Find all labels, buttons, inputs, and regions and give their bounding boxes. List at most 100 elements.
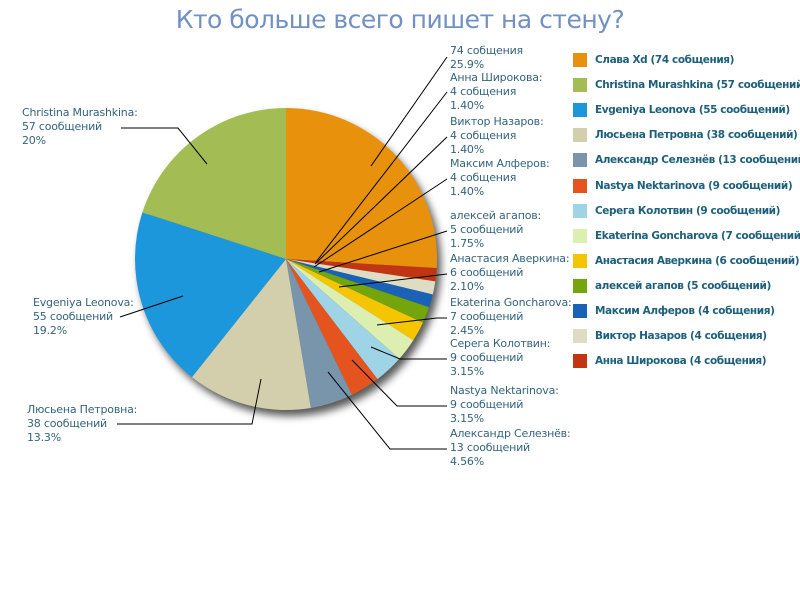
callout-label: Ekaterina Goncharova: 7 сообщений 2.45%	[450, 296, 572, 338]
legend-label: Александр Селезнёв (13 сообщений)	[595, 154, 800, 167]
callout-line: 74 собщения	[450, 44, 523, 57]
legend-label: Виктор Назаров (4 собщения)	[595, 330, 767, 343]
connector-line	[119, 295, 184, 318]
legend-item: Christina Murashkina (57 сообщений)	[573, 77, 800, 93]
legend-swatch-icon	[573, 53, 587, 67]
pie-slice-7	[286, 259, 400, 380]
callout-line: 25.9%	[450, 58, 484, 71]
legend-swatch-icon	[573, 253, 587, 268]
pie-slice-3	[135, 212, 286, 378]
callout-line: 1.40%	[450, 185, 484, 198]
callout-line: Ekaterina Goncharova:	[450, 296, 572, 309]
legend-swatch-icon	[573, 203, 587, 218]
legend-item: Люсьена Петровна (38 сообщений)	[573, 127, 798, 143]
legend-label: Серега Колотвин (9 сообщений)	[595, 204, 781, 217]
pie-slice-13	[286, 259, 437, 282]
callout-line: Максим Алферов:	[450, 157, 550, 170]
pie-slice-2	[142, 108, 286, 259]
callout-line: 13 сообщений	[450, 441, 531, 454]
legend-label: Evgeniya Leonova (55 сообщений)	[595, 104, 790, 117]
callout-label: Nastya Nektarinova: 9 сообщений 3.15%	[450, 384, 559, 426]
callout-line: 7 сообщений	[450, 310, 524, 323]
callout-line: 3.15%	[450, 412, 484, 425]
callout-line: 3.15%	[450, 365, 484, 378]
legend-item: Анастасия Аверкина (6 сообщений)	[573, 253, 800, 269]
connector-line	[318, 230, 448, 273]
callout-label: алексей агапов: 5 сообщений 1.75%	[450, 209, 541, 251]
callout-line: Александр Селезнёв:	[450, 427, 571, 440]
callout-line: алексей агапов:	[450, 209, 542, 222]
connector-line	[376, 317, 447, 326]
legend-label: алексей агапов (5 сообщений)	[595, 279, 771, 292]
legend-swatch-icon	[573, 228, 587, 243]
callout-line: Evgeniya Leonova:	[33, 296, 134, 309]
chart-title: Кто больше всего пишет на стену?	[175, 5, 625, 34]
legend-swatch-icon	[573, 128, 587, 143]
callout-label: Анна Широкова: 4 собщения 1.40%	[450, 71, 542, 113]
callout-label: 74 собщения 25.9%	[450, 44, 523, 72]
pie-slice-6	[286, 259, 378, 395]
legend-label: Анастасия Аверкина (6 сообщений)	[595, 254, 800, 267]
callout-line: 4 собщения	[450, 85, 517, 98]
callout-line: 19.2%	[33, 324, 67, 337]
legend-swatch-icon	[573, 78, 587, 93]
callout-line: 6 сообщений	[450, 266, 524, 279]
callout-line: 9 сообщений	[450, 398, 524, 411]
pie-slice-4	[191, 259, 311, 410]
legend-item: Серега Колотвин (9 сообщений)	[573, 203, 780, 219]
legend-swatch-icon	[573, 153, 587, 168]
callout-line: 55 сообщений	[33, 310, 114, 323]
callout-line: 13.3%	[27, 431, 61, 444]
legend-item: Анна Широкова (4 собщения)	[573, 353, 767, 369]
legend-label: Слава Xd (74 собщения)	[595, 54, 735, 66]
pie-slices	[135, 108, 437, 410]
callout-line: Серега Колотвин:	[450, 337, 551, 350]
connector-line	[117, 378, 262, 425]
callout-line: 1.75%	[450, 237, 484, 250]
callout-label: Люсьена Петровна: 38 сообщений 13.3%	[27, 403, 137, 445]
callout-line: Люсьена Петровна:	[27, 403, 138, 416]
callout-label: Александр Селезнёв: 13 сообщений 4.56%	[450, 427, 571, 469]
callout-line: Nastya Nektarinova:	[450, 384, 559, 397]
pie-slice-5	[286, 259, 352, 408]
callout-line: 4 собщения	[450, 129, 517, 142]
callout-line: 4.56%	[450, 455, 484, 468]
callout-line: 20%	[22, 134, 46, 147]
pie-slice-10	[286, 259, 430, 323]
legend-label: Nastya Nektarinova (9 сообщений)	[595, 179, 793, 192]
legend-item: Виктор Назаров (4 собщения)	[573, 328, 767, 344]
legend-item: Александр Селезнёв (13 сообщений)	[573, 152, 800, 168]
callout-line: 2.45%	[450, 324, 484, 337]
callout-connectors	[117, 56, 448, 450]
legend-swatch-icon	[573, 278, 587, 293]
callout-line: 38 сообщений	[27, 417, 108, 430]
callout-label: Анастасия Аверкина: 6 сообщений 2.10%	[450, 252, 570, 294]
connector-line	[314, 136, 448, 265]
legend-swatch-icon	[573, 103, 587, 118]
legend-item: Evgeniya Leonova (55 сообщений)	[573, 102, 790, 118]
legend-label: Люсьена Петровна (38 сообщений)	[595, 129, 798, 142]
legend-item: Ekaterina Goncharova (7 сообщений)	[573, 228, 800, 244]
legend-label: Максим Алферов (4 собщения)	[595, 305, 775, 317]
callout-label: Максим Алферов: 4 собщения 1.40%	[450, 157, 550, 199]
legend-swatch-icon	[573, 178, 587, 193]
legend-label: Ekaterina Goncharova (7 сообщений)	[595, 229, 800, 242]
legend-label: Christina Murashkina (57 сообщений)	[595, 79, 800, 92]
callout-label: Виктор Назаров: 4 собщения 1.40%	[450, 115, 544, 157]
callout-line: 57 сообщений	[22, 120, 103, 133]
legend-swatch-icon	[573, 329, 587, 344]
connector-line	[370, 56, 448, 167]
legend-swatch-icon	[573, 354, 587, 369]
callout-line: 5 сообщений	[450, 223, 524, 236]
legend-swatch-icon	[573, 304, 587, 318]
connector-line	[327, 371, 447, 450]
callout-line: Анастасия Аверкина:	[450, 252, 570, 265]
connector-line	[313, 178, 448, 268]
callout-line: Анна Широкова:	[450, 71, 543, 84]
callout-line: Виктор Назаров:	[450, 115, 544, 128]
callout-label: Christina Murashkina: 57 сообщений 20%	[22, 106, 138, 148]
legend-item: Максим Алферов (4 собщения)	[573, 303, 775, 319]
callout-line: 4 собщения	[450, 171, 517, 184]
